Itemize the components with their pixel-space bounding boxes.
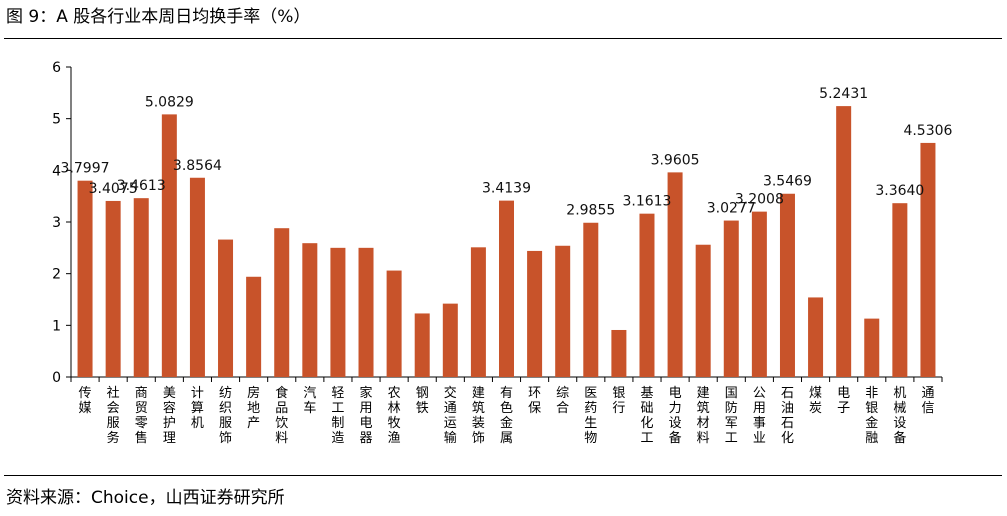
x-category-label: 国防军工 [725,386,738,446]
bottom-rule [4,475,1002,476]
bar [639,213,655,377]
bar [77,180,93,377]
bar [133,198,149,377]
data-label: 5.0829 [145,94,194,110]
bar [555,245,571,377]
bar [920,142,936,377]
bar [442,303,458,377]
bar [274,228,290,377]
data-label: 3.5469 [763,174,812,190]
bar [499,200,514,377]
data-label: 3.8564 [173,158,222,174]
bar [779,193,795,377]
bar [386,270,402,377]
bar [723,220,739,377]
source-note: 资料来源：Choice，山西证券研究所 [6,488,285,508]
data-label: 3.3640 [875,183,924,199]
x-category-label: 钢铁 [416,386,429,416]
bar [751,211,767,377]
bar [611,329,627,377]
x-category-label: 计算机 [191,386,204,431]
bar [161,114,177,378]
x-category-label: 交通运输 [444,385,457,446]
y-tick-label: 6 [52,60,61,76]
x-category-label: 机械设备 [893,386,906,446]
figure-title: 图 9：A 股各行业本周日均换手率（%） [6,7,311,27]
x-category-label: 传媒 [79,386,92,416]
x-category-label: 石油石化 [781,386,794,446]
bar [836,106,852,377]
bar [358,247,374,377]
x-category-label: 纺织服饰 [219,386,232,446]
y-tick-label: 1 [52,318,61,334]
x-category-label: 食品饮料 [275,385,288,446]
y-tick-label: 2 [52,267,61,283]
y-tick-label: 0 [52,370,61,386]
x-category-label: 电子 [837,386,850,416]
data-label: 5.2431 [819,86,868,102]
data-label: 3.2008 [735,192,784,208]
x-category-label: 煤炭 [809,386,822,416]
x-category-label: 农林牧渔 [388,386,401,446]
x-category-label: 基础化工 [640,386,653,446]
x-category-label: 通信 [921,386,934,416]
bar [302,243,318,377]
bar [864,318,880,377]
data-label: 3.4139 [482,181,531,197]
x-category-label: 电力设备 [669,386,682,446]
x-category-label: 有色金属 [500,386,513,446]
bar [330,247,346,377]
x-category-label: 轻工制造 [331,386,344,446]
top-rule [4,38,1002,39]
bar [414,313,430,377]
x-category-label: 银行 [612,386,625,416]
bar [246,276,262,377]
data-label: 3.4613 [117,178,166,194]
x-category-label: 非银金融 [865,386,878,446]
x-category-label: 医药生物 [584,386,597,446]
bar [667,172,683,377]
chart-axes: 0 1 2 3 4 5 6 [52,60,943,386]
x-category-label: 社会服务 [107,385,120,446]
x-category-label: 环保 [528,386,541,416]
x-category-label: 商贸零售 [135,386,148,446]
x-category-label: 家用电器 [360,385,373,446]
bar [470,247,486,377]
data-label: 4.5306 [903,123,952,139]
x-category-label: 房地产 [247,385,260,431]
bar [695,244,711,377]
x-category-label: 汽车 [303,386,316,416]
bar [218,239,234,377]
x-category-label: 建筑装饰 [472,386,485,446]
x-category-label: 美容护理 [163,386,176,446]
data-label: 3.4075 [89,181,138,197]
bar [189,177,205,377]
data-label: 3.1613 [622,194,671,210]
x-category-label: 公用事业 [753,386,766,446]
chart-category-labels: 传媒 社会服务 商贸零售 美容护理 计算机 纺织服饰 房地产 食品饮料 汽车 轻工制造 家用电器 农林… [79,385,935,446]
y-tick-label: 5 [52,112,61,128]
bar [892,203,908,377]
data-label: 3.0277 [707,201,756,217]
x-category-label: 建筑材料 [697,386,710,446]
chart-bars [77,106,936,378]
data-label: 3.7997 [61,161,110,177]
x-category-label: 综合 [556,386,569,416]
bar [527,250,543,377]
bar [105,200,121,377]
bar [583,222,599,377]
data-label: 3.9605 [651,152,700,168]
y-tick-label: 4 [52,163,61,179]
data-label: 2.9855 [566,203,615,219]
bar [808,297,824,377]
y-tick-label: 3 [52,215,61,231]
